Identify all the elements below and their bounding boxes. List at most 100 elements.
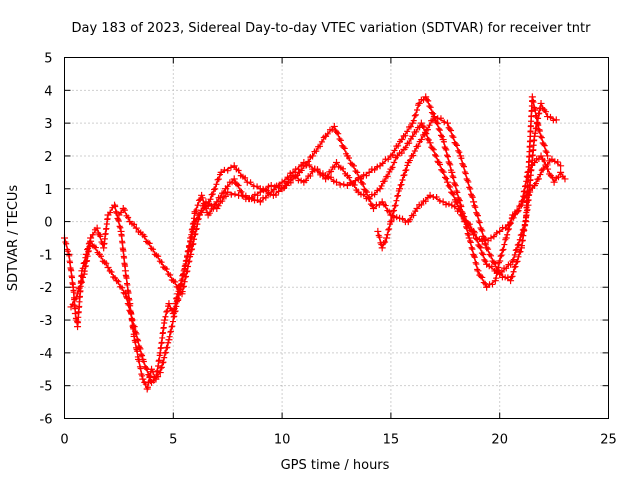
marker [422,198,429,205]
data-point [430,113,438,121]
marker [430,146,437,153]
marker [295,166,302,173]
data-point [443,119,451,127]
marker [89,231,96,238]
marker [185,263,192,270]
marker [366,195,373,202]
marker [399,177,406,184]
marker [112,208,119,215]
marker [298,161,305,168]
marker [538,134,545,141]
marker [474,212,481,219]
marker [171,313,178,320]
marker [421,131,428,138]
marker [407,123,414,130]
marker [554,159,561,166]
marker [453,188,460,195]
marker [195,215,202,222]
marker [116,223,123,230]
marker [434,158,441,165]
data-point [132,224,140,232]
marker [512,210,519,217]
marker [424,135,431,142]
marker [294,172,301,179]
marker [125,214,132,221]
data-point [333,159,340,167]
marker [454,208,461,215]
marker [482,241,489,248]
marker [487,252,494,259]
marker [384,173,391,180]
marker [173,303,180,310]
marker [464,177,471,184]
grid [64,57,609,419]
marker [468,226,475,233]
marker [209,191,216,198]
marker [514,242,521,249]
series-line [70,121,562,384]
marker [67,259,74,266]
marker [449,132,456,139]
marker [469,246,476,253]
marker [464,230,471,237]
marker [358,179,365,186]
marker [515,207,522,214]
marker [192,231,199,238]
y-tick-label: 1 [44,183,52,198]
marker [475,218,482,225]
marker [520,226,527,233]
marker [517,232,524,239]
data-point [465,234,473,242]
marker [503,265,510,272]
marker [512,247,519,254]
marker [167,328,174,335]
marker [353,187,360,194]
marker [391,159,398,166]
marker [140,358,147,365]
marker [121,207,128,214]
marker [187,253,194,260]
marker [189,241,196,248]
marker [202,205,209,212]
marker [477,244,484,251]
marker [510,268,517,275]
marker [161,320,168,327]
marker [150,377,157,384]
x-tick-label: 10 [274,433,291,448]
marker [447,161,454,168]
marker [450,134,457,141]
marker [190,240,197,247]
marker [506,225,513,232]
marker [72,305,79,312]
marker [158,259,165,266]
marker [395,142,402,149]
marker [332,127,339,134]
marker [115,218,122,225]
series-layer [61,93,569,393]
marker [168,323,175,330]
marker [407,135,414,142]
marker [448,127,455,134]
marker [410,117,417,124]
marker [127,310,134,317]
marker [516,236,523,243]
marker [77,280,84,287]
marker [118,284,125,291]
marker [107,209,114,216]
marker [399,215,406,222]
marker [307,172,314,179]
marker [500,246,507,253]
data-point [369,204,377,212]
marker [339,142,346,149]
marker [547,113,554,120]
y-axis-label: SDTVAR / TECUs [6,185,21,292]
marker [166,333,173,340]
data-point [256,185,264,193]
marker [537,133,544,140]
marker [108,268,115,275]
marker [386,168,393,175]
marker [346,155,353,162]
marker [251,191,258,198]
marker [493,229,500,236]
marker [363,172,370,179]
